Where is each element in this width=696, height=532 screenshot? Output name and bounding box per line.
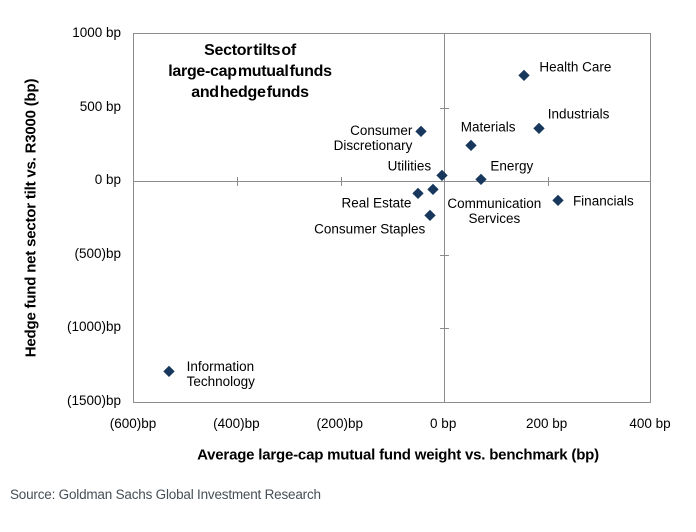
chart-title: Sector tilts of large-cap mutual funds a… bbox=[168, 42, 332, 101]
x-axis-title: Average large-cap mutual fund weight vs.… bbox=[197, 446, 599, 464]
data-point-label: Financials bbox=[572, 193, 634, 209]
data-point-label: Communication Services bbox=[447, 196, 542, 227]
x-axis-tick bbox=[237, 177, 239, 187]
data-point-marker bbox=[552, 194, 564, 205]
y-tick-label: 1000 bp bbox=[72, 25, 121, 40]
y-tick-label: 0 bp bbox=[94, 172, 121, 188]
zero-axis-horizontal-line bbox=[134, 181, 650, 183]
x-axis-tick bbox=[340, 177, 342, 187]
y-tick-label: 500 bp bbox=[79, 98, 121, 114]
data-point-marker bbox=[476, 173, 487, 185]
y-tick-label: (1000)bp bbox=[66, 319, 121, 335]
x-tick-label: 0 bp bbox=[430, 416, 457, 431]
data-point-label: Utilities bbox=[387, 158, 432, 174]
data-point-label: Industrials bbox=[547, 106, 610, 122]
plot-area: Health Care Industrials Materials Consumer … bbox=[133, 33, 651, 403]
y-tick-label: (1500)bp bbox=[66, 393, 121, 408]
data-point-label: Consumer Staples bbox=[314, 221, 426, 237]
y-axis-tick bbox=[440, 254, 450, 256]
y-axis-tick bbox=[440, 107, 450, 109]
x-tick-label: (400)bp bbox=[213, 416, 260, 431]
data-point-marker bbox=[436, 169, 448, 181]
data-point-label: Health Care bbox=[539, 59, 612, 75]
data-point-label: Materials bbox=[460, 119, 516, 135]
data-point-marker bbox=[424, 209, 436, 221]
x-tick-label: 200 bp bbox=[525, 416, 568, 431]
source-text: Source: Goldman Sachs Global Investment … bbox=[10, 487, 321, 502]
zero-axis-vertical-line bbox=[444, 34, 446, 402]
data-point-marker bbox=[416, 125, 427, 137]
data-point-marker bbox=[519, 69, 530, 81]
y-axis-title: Hedge fund net sector tilt vs. R3000 (bp… bbox=[22, 78, 40, 358]
data-point-label: Real Estate bbox=[341, 195, 412, 211]
x-tick-label: (600)bp bbox=[109, 416, 157, 431]
x-tick-label: (200)bp bbox=[316, 416, 364, 431]
data-point-label: Energy bbox=[490, 158, 534, 174]
x-tick-label: 400 bp bbox=[629, 416, 671, 431]
data-point-marker bbox=[465, 139, 477, 151]
y-tick-label: (500)bp bbox=[74, 245, 121, 261]
y-axis-tick bbox=[440, 328, 450, 330]
x-axis-tick bbox=[547, 177, 549, 187]
data-point-marker bbox=[163, 365, 174, 377]
data-point-marker bbox=[413, 187, 424, 199]
data-point-label: Consumer Discretionary bbox=[333, 123, 413, 154]
data-point-marker bbox=[533, 122, 545, 134]
data-point-label: Information Technology bbox=[186, 359, 255, 390]
data-point-marker bbox=[428, 183, 439, 195]
